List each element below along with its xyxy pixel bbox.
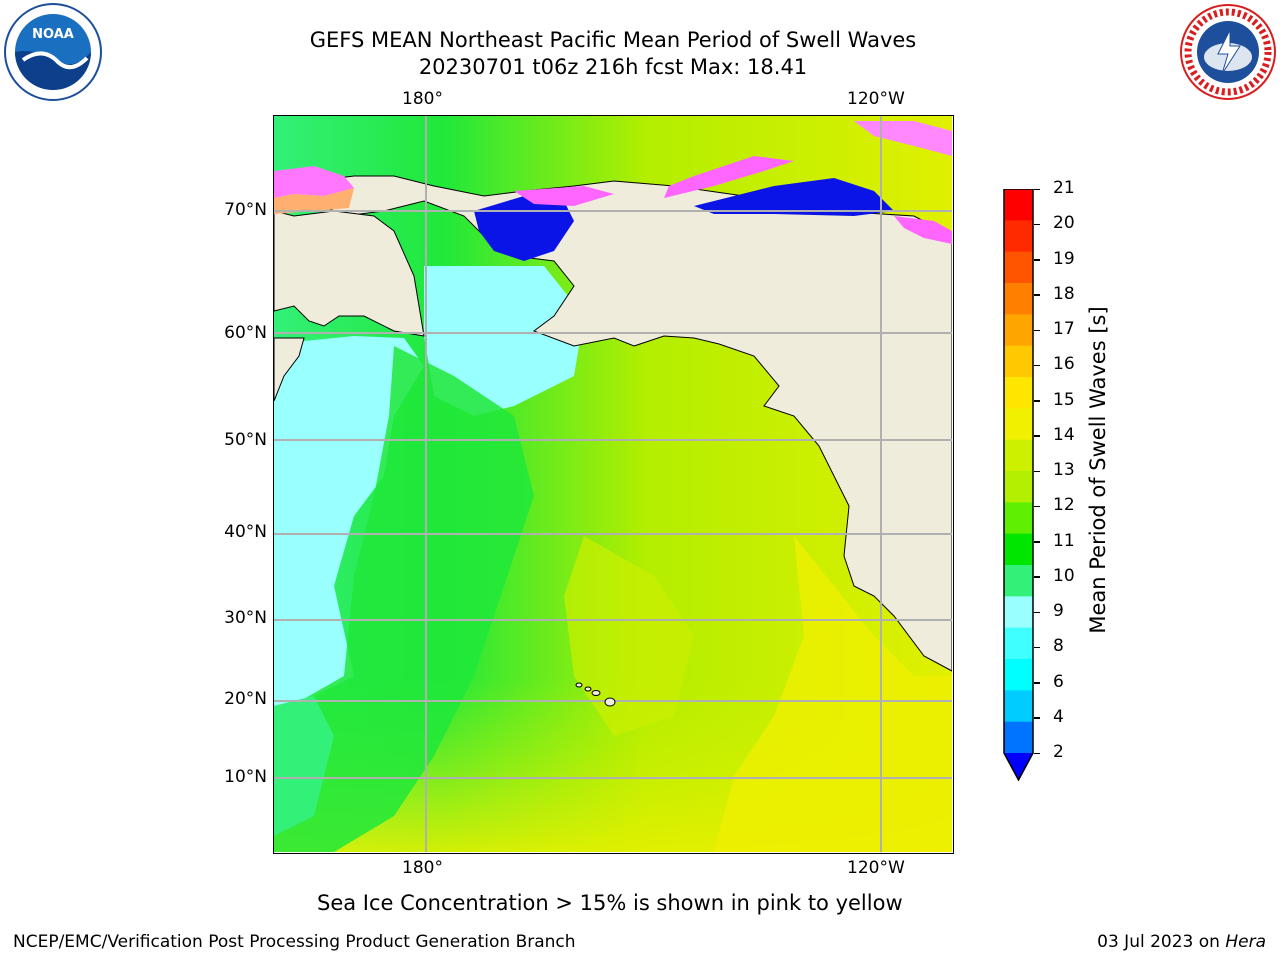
colorbar-tick-label: 8 xyxy=(1053,636,1064,657)
chart-title-line2: 20230701 t06z 216h fcst Max: 18.41 xyxy=(418,55,808,79)
colorbar-segment xyxy=(1004,283,1033,315)
colorbar-tick-mark xyxy=(1034,505,1040,508)
colorbar-segment xyxy=(1004,627,1033,660)
sea-ice-note: Sea Ice Concentration > 15% is shown in … xyxy=(317,891,903,915)
sea-ice-west-edge xyxy=(274,188,354,214)
footer-date-text: 03 Jul 2023 on xyxy=(1097,932,1226,952)
lat-label-70n: 70°N xyxy=(224,200,267,220)
sea-ice-west xyxy=(274,166,354,198)
colorbar-segment xyxy=(1004,533,1033,566)
colorbar-segment xyxy=(1004,690,1033,723)
green-band-west xyxy=(274,346,534,852)
colorbar-tick-label: 6 xyxy=(1053,671,1064,692)
colorbar-segment xyxy=(1004,721,1033,754)
land-siberia-coast xyxy=(274,210,425,337)
lat-label-30n: 30°N xyxy=(224,608,267,628)
colorbar-segment xyxy=(1004,189,1033,221)
lat-label-20n: 20°N xyxy=(224,689,267,709)
cyan-zone-northwest xyxy=(274,336,424,706)
colorbar-label: Mean Period of Swell Waves [s] xyxy=(1086,306,1110,634)
beaufort-blue xyxy=(694,178,894,216)
colorbar-tick-mark xyxy=(1034,435,1040,437)
colorbar-segment xyxy=(1004,471,1033,503)
chart-title-line1: GEFS MEAN Northeast Pacific Mean Period … xyxy=(309,28,917,52)
colorbar-tick-mark xyxy=(1034,223,1040,226)
colorbar-tick-label: 12 xyxy=(1053,495,1075,516)
colorbar-tick-label: 19 xyxy=(1053,248,1075,269)
lightgreen-band xyxy=(274,696,334,836)
colorbar-tick-mark xyxy=(1034,682,1040,684)
colorbar-tick-mark xyxy=(1034,188,1040,190)
colorbar-tick-label: 9 xyxy=(1053,601,1064,621)
land-kamchatka xyxy=(274,337,305,402)
nws-logo xyxy=(1178,2,1278,102)
colorbar-tick-label: 4 xyxy=(1053,706,1064,727)
colorbar-tick-mark xyxy=(1034,329,1040,331)
yellow-zone-east xyxy=(714,536,952,852)
colorbar-tick-label: 20 xyxy=(1053,213,1075,234)
colorbar-segment xyxy=(1004,408,1033,441)
colorbar xyxy=(1003,189,1034,781)
colorbar-tick-label: 2 xyxy=(1053,742,1064,762)
footer-machine: Hera xyxy=(1225,932,1266,952)
lat-label-40n: 40°N xyxy=(224,522,267,542)
colorbar-tick-label: 16 xyxy=(1053,354,1075,375)
land-north xyxy=(274,175,952,672)
colorbar-tick-mark xyxy=(1034,611,1040,613)
lon-label-bottom-180: 180° xyxy=(402,858,443,878)
colorbar-tick-mark xyxy=(1034,541,1040,543)
sea-ice-beaufort xyxy=(664,156,794,198)
colorbar-tick-mark xyxy=(1034,259,1040,261)
footer-date: 03 Jul 2023 on Hera xyxy=(1097,932,1266,952)
colorbar-segment xyxy=(1004,251,1033,284)
sea-ice-chukchi xyxy=(514,186,614,206)
lon-label-top-180: 180° xyxy=(402,89,443,109)
colorbar-segment xyxy=(1004,659,1033,691)
colorbar-tick-mark xyxy=(1034,752,1040,754)
yellow-zone-center xyxy=(564,536,694,736)
colorbar-segment xyxy=(1004,314,1033,347)
lon-label-bottom-120w: 120°W xyxy=(847,858,905,878)
colorbar-tick-label: 18 xyxy=(1053,283,1075,304)
colorbar-tick-label: 15 xyxy=(1053,389,1075,410)
colorbar-segment xyxy=(1004,439,1033,472)
colorbar-tick-label: 13 xyxy=(1053,460,1075,480)
colorbar-extend-arrow xyxy=(1004,753,1033,780)
colorbar-tick-label: 14 xyxy=(1053,424,1075,445)
lat-label-10n: 10°N xyxy=(224,767,267,787)
noaa-logo: NOAA xyxy=(3,2,103,102)
footer-branch: NCEP/EMC/Verification Post Processing Pr… xyxy=(13,932,576,952)
colorbar-segment xyxy=(1004,345,1033,378)
colorbar-segment xyxy=(1004,502,1033,535)
hawaii-islands xyxy=(575,682,616,707)
bering-strait-blue xyxy=(474,196,574,261)
colorbar-tick-label: 17 xyxy=(1053,319,1075,339)
svg-text:NOAA: NOAA xyxy=(32,27,74,42)
colorbar-segment xyxy=(1004,596,1033,629)
colorbar-tick-label: 11 xyxy=(1053,530,1075,551)
colorbar-tick-mark xyxy=(1034,717,1040,719)
colorbar-tick-mark xyxy=(1034,400,1040,402)
colorbar-segment xyxy=(1004,377,1033,409)
cyan-zone-bering xyxy=(424,266,584,416)
colorbar-tick-label: 10 xyxy=(1053,565,1075,586)
lat-label-50n: 50°N xyxy=(224,430,267,450)
swell-period-map xyxy=(273,115,954,854)
colorbar-tick-mark xyxy=(1034,364,1040,367)
colorbar-tick-mark xyxy=(1034,470,1040,472)
lon-label-top-120w: 120°W xyxy=(847,89,905,109)
colorbar-segment xyxy=(1004,220,1033,253)
colorbar-tick-mark xyxy=(1034,576,1040,578)
lat-label-60n: 60°N xyxy=(224,323,267,343)
colorbar-tick-mark xyxy=(1034,294,1040,296)
sea-ice-canada xyxy=(854,121,952,156)
colorbar-tick-mark xyxy=(1034,646,1040,649)
colorbar-segment xyxy=(1004,565,1033,597)
colorbar-tick-label: 21 xyxy=(1053,178,1075,198)
sea-ice-hudson xyxy=(894,216,952,244)
